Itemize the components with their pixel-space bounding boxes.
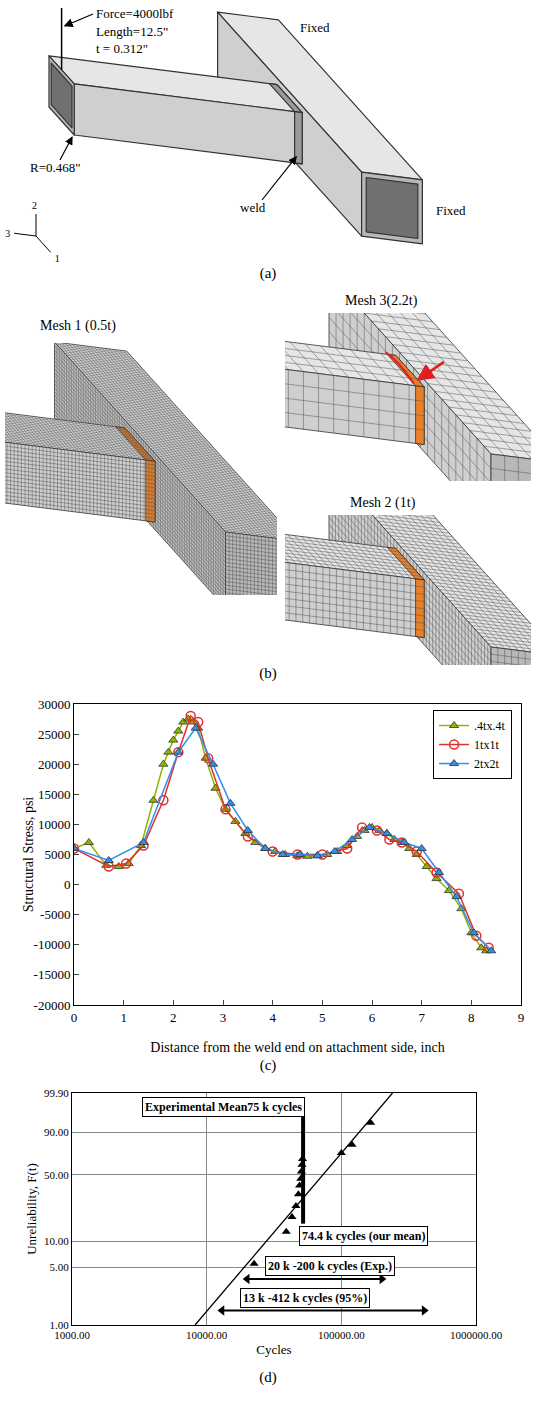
svg-text:-20000: -20000	[34, 998, 71, 1013]
svg-text:25000: 25000	[38, 727, 71, 742]
svg-text:20 k -200 k cycles (Exp.): 20 k -200 k cycles (Exp.)	[268, 1259, 392, 1273]
svg-text:6: 6	[369, 1010, 376, 1025]
svg-text:Mesh 3(2.2t): Mesh 3(2.2t)	[345, 293, 418, 309]
svg-text:(b): (b)	[259, 665, 277, 682]
svg-text:90.00: 90.00	[44, 1126, 69, 1138]
svg-text:0: 0	[71, 1010, 78, 1025]
svg-text:Experimental Mean75 k cycles: Experimental Mean75 k cycles	[145, 1100, 302, 1114]
svg-text:t = 0.312": t = 0.312"	[96, 41, 148, 56]
svg-text:0: 0	[64, 877, 71, 892]
html-text:(c): (c)	[259, 1057, 277, 1073]
svg-text:20000: 20000	[38, 757, 71, 772]
svg-text:3: 3	[220, 1010, 227, 1025]
svg-text:50.00: 50.00	[44, 1169, 69, 1181]
svg-text:Mesh 2 (1t): Mesh 2 (1t)	[350, 495, 416, 511]
svg-text:1000000.00: 1000000.00	[450, 1329, 503, 1341]
svg-text:15000: 15000	[38, 787, 71, 802]
svg-text:8: 8	[468, 1010, 475, 1025]
svg-text:Length=12.5": Length=12.5"	[96, 24, 168, 39]
svg-text:1.00: 1.00	[50, 1319, 70, 1331]
svg-text:30000: 30000	[38, 697, 71, 712]
svg-text:Mesh 1 (0.5t): Mesh 1 (0.5t)	[40, 318, 116, 334]
svg-text:5.00: 5.00	[50, 1261, 70, 1273]
svg-text:4: 4	[269, 1010, 276, 1025]
svg-text:1tx1t: 1tx1t	[474, 738, 499, 752]
svg-text:99.90: 99.90	[44, 1087, 69, 1099]
svg-text:Cycles: Cycles	[256, 1342, 291, 1357]
svg-text:Structural Stress, psi: Structural Stress, psi	[21, 797, 36, 913]
svg-text:7: 7	[418, 1010, 425, 1025]
svg-text:-15000: -15000	[34, 967, 71, 982]
svg-text:1000.00: 1000.00	[54, 1329, 90, 1341]
svg-text:Force=4000lbf: Force=4000lbf	[96, 6, 174, 21]
svg-text:2: 2	[32, 200, 37, 211]
svg-text:74.4 k cycles (our mean): 74.4 k cycles (our mean)	[302, 1229, 425, 1243]
svg-text:5: 5	[319, 1010, 326, 1025]
svg-text:13 k -412 k cycles (95%): 13 k -412 k cycles (95%)	[243, 1291, 367, 1305]
svg-text:-5000: -5000	[40, 907, 70, 922]
svg-text:2: 2	[170, 1010, 177, 1025]
svg-text:10000: 10000	[38, 817, 71, 832]
svg-text:Fixed: Fixed	[300, 20, 330, 35]
svg-text:Distance from the weld end on: Distance from the weld end on attachment…	[150, 1040, 444, 1055]
html-text:(d): (d)	[259, 1369, 277, 1385]
svg-text:1: 1	[55, 253, 60, 264]
svg-text:10.00: 10.00	[44, 1235, 69, 1247]
svg-text:Fixed: Fixed	[436, 203, 466, 218]
svg-text:100000.00: 100000.00	[318, 1329, 365, 1341]
svg-text:Unreliability, F(t): Unreliability, F(t)	[24, 1163, 39, 1255]
svg-text:5000: 5000	[44, 847, 70, 862]
svg-text:2tx2t: 2tx2t	[474, 757, 499, 771]
svg-text:-10000: -10000	[34, 937, 71, 952]
svg-text:10000.00: 10000.00	[186, 1329, 228, 1341]
svg-text:R=0.468": R=0.468"	[30, 160, 81, 175]
svg-text:3: 3	[5, 228, 10, 239]
svg-text:9: 9	[518, 1010, 525, 1025]
svg-text:(a): (a)	[260, 265, 277, 282]
svg-text:1: 1	[120, 1010, 127, 1025]
svg-text:weld: weld	[240, 200, 266, 215]
svg-text:.4tx.4t: .4tx.4t	[474, 719, 505, 733]
